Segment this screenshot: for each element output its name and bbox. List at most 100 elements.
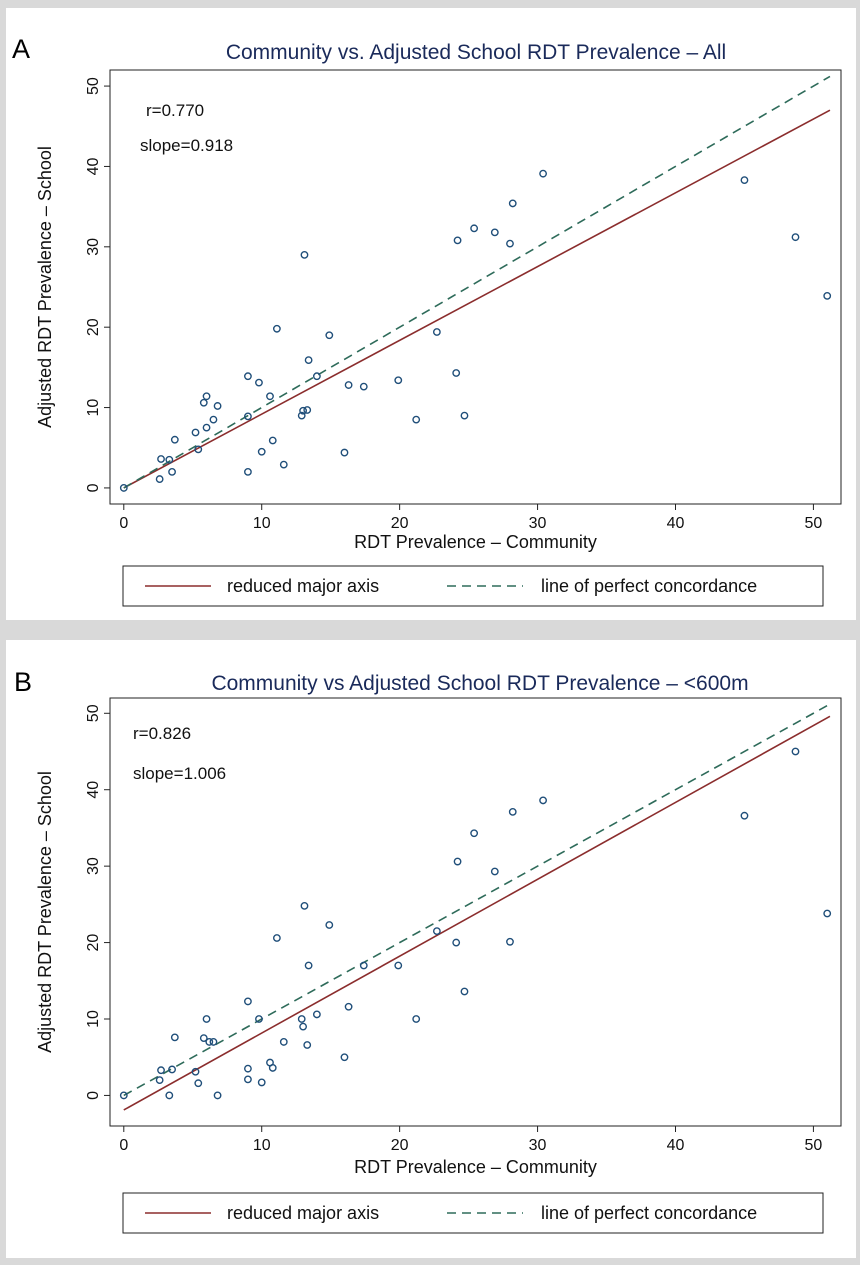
y-tick-label: 20 [85,934,102,952]
slope-annotation: slope=0.918 [140,136,233,155]
data-point [823,909,832,918]
data-point [740,811,749,820]
data-point [460,411,469,420]
data-point [168,1065,176,1074]
data-point [344,381,353,389]
data-point [244,372,252,381]
x-tick-label: 50 [805,515,823,532]
data-point [244,1075,252,1084]
legend-box [122,565,824,607]
data-point [213,402,222,410]
y-tick-label: 0 [85,1091,102,1100]
data-point [490,867,499,876]
data-point [432,927,441,936]
data-point [470,829,479,838]
data-point [325,331,334,340]
chart-title: Community vs Adjusted School RDT Prevale… [211,672,748,695]
data-point [213,1091,222,1100]
data-point [359,382,368,391]
y-tick-label: 20 [85,318,102,336]
data-point [199,1034,208,1043]
r-annotation: r=0.826 [133,724,191,743]
data-point [205,1038,214,1046]
x-tick-label: 20 [391,1137,409,1154]
perfect-concordance-line [123,703,831,1097]
data-point [255,1015,263,1023]
data-point [303,406,312,414]
y-tick-label: 50 [85,77,102,95]
data-point [244,997,252,1006]
data-point [823,291,832,300]
x-tick-label: 0 [119,1137,128,1154]
data-point [412,415,421,424]
data-point [257,1078,266,1087]
data-point [394,961,403,970]
y-axis-label: Adjusted RDT Prevalence – School [35,146,55,428]
data-point [304,961,313,970]
data-point [272,934,281,942]
data-point [299,1022,307,1031]
x-axis-label: RDT Prevalence – Community [354,532,597,552]
y-tick-label: 40 [85,157,102,175]
x-tick-label: 20 [391,515,409,532]
data-point [165,455,174,464]
y-tick-label: 40 [85,781,102,799]
perfect-concordance-line [123,75,831,489]
data-point [191,1067,200,1076]
data-point [155,475,164,483]
chart-title: Community vs. Adjusted School RDT Preval… [226,41,726,64]
data-point [470,224,479,233]
data-point [279,1038,288,1046]
data-point [304,356,313,365]
r-annotation: r=0.770 [146,101,204,120]
data-point [300,250,309,259]
data-point [168,467,176,476]
legend-label-concordance: line of perfect concordance [541,576,757,596]
y-tick-label: 50 [85,704,102,722]
data-point [299,406,307,415]
x-tick-label: 30 [529,1137,547,1154]
legend-box [122,1192,824,1234]
data-point [170,435,179,444]
data-point [272,324,281,333]
data-point [157,455,165,463]
data-point [539,169,547,178]
plot-frame [109,69,842,505]
data-point [257,447,266,456]
data-point [266,392,274,401]
data-point [539,796,547,805]
data-point [412,1015,421,1023]
data-point [244,412,252,421]
y-tick-label: 0 [85,483,102,492]
data-point [268,436,277,445]
data-point [300,901,309,910]
x-axis-label: RDT Prevalence – Community [354,1157,597,1177]
data-point [340,1053,349,1062]
data-point [119,1091,128,1100]
data-point [325,921,334,929]
data-point [209,415,218,424]
data-point [119,484,128,492]
legend-label-concordance: line of perfect concordance [541,1203,757,1223]
data-point [506,239,514,248]
data-point [268,1064,277,1072]
data-point [508,807,517,816]
data-point [209,1038,218,1046]
x-tick-label: 40 [667,1137,685,1154]
chart-b-svg: B Community vs Adjusted School RDT Preval… [14,667,842,1234]
data-point [394,376,403,385]
x-tick-label: 10 [253,1137,271,1154]
data-point [244,467,252,476]
data-point [432,328,441,336]
data-point [453,236,462,245]
y-tick-label: 10 [85,1010,102,1028]
x-tick-label: 30 [529,515,547,532]
data-point [297,1015,306,1023]
panel-letter: A [12,34,30,64]
data-point [340,448,349,457]
data-point [244,1064,252,1073]
x-tick-label: 10 [253,515,271,532]
data-point [791,747,800,756]
data-point [740,176,749,185]
y-tick-label: 10 [85,399,102,417]
